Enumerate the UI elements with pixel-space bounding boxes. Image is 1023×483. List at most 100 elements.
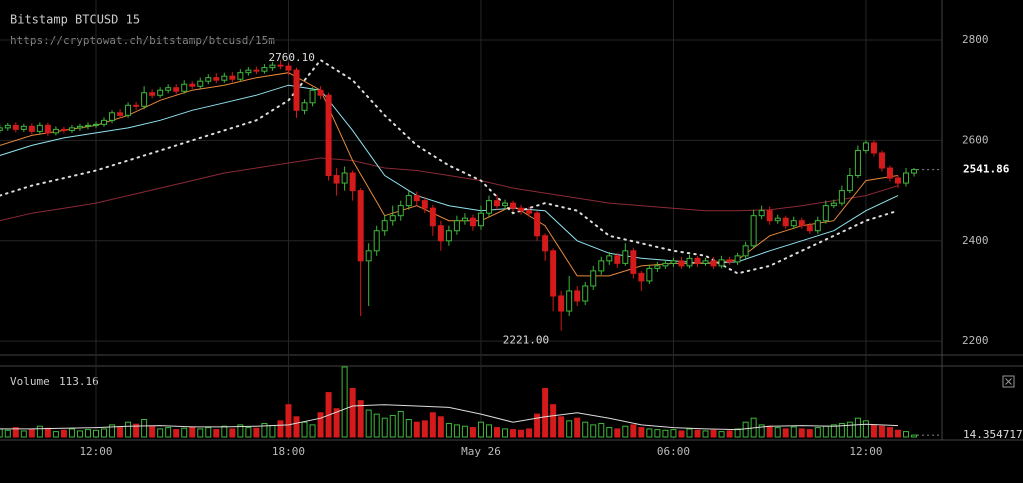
low-annotation: 2221.00 bbox=[503, 334, 549, 347]
volume-bar bbox=[93, 429, 99, 438]
volume-bar bbox=[566, 420, 573, 438]
volume-bar bbox=[397, 410, 404, 438]
volume-bar bbox=[357, 400, 364, 438]
candle-body bbox=[622, 250, 629, 264]
candle-body bbox=[702, 260, 709, 264]
volume-bar bbox=[285, 404, 292, 438]
volume-bar bbox=[718, 431, 725, 438]
candle-body bbox=[237, 72, 244, 80]
moving-average-line bbox=[0, 157, 899, 222]
candle-body bbox=[758, 210, 765, 217]
volume-bar bbox=[854, 417, 861, 438]
volume-bar bbox=[870, 424, 877, 438]
candle-body bbox=[582, 285, 589, 302]
candle-body bbox=[870, 142, 877, 154]
candle-body bbox=[60, 128, 67, 131]
candle-body bbox=[670, 260, 677, 264]
volume-title: Volume bbox=[10, 375, 50, 388]
volume-bar bbox=[84, 429, 91, 438]
volume-bar bbox=[413, 421, 420, 438]
candle-body bbox=[229, 75, 236, 80]
volume-bar bbox=[76, 430, 83, 438]
volume-bar bbox=[333, 408, 340, 438]
candle-body bbox=[718, 259, 725, 267]
candle-body bbox=[774, 217, 781, 222]
candle-body bbox=[4, 124, 11, 129]
volume-bar bbox=[317, 412, 324, 438]
volume-bar bbox=[903, 431, 910, 438]
candle-body bbox=[550, 250, 557, 297]
candle-body bbox=[12, 124, 19, 130]
volume-bar bbox=[429, 412, 436, 438]
volume-bar bbox=[654, 429, 661, 438]
x-tick-label: 06:00 bbox=[657, 445, 690, 458]
candle-body bbox=[694, 257, 701, 264]
candle-body bbox=[903, 172, 910, 184]
candle-body bbox=[20, 125, 27, 130]
volume-bar bbox=[461, 425, 468, 438]
volume-bar bbox=[502, 428, 509, 438]
volume-bar bbox=[0, 428, 3, 438]
candle-body bbox=[742, 245, 749, 257]
volume-bar bbox=[494, 427, 500, 438]
candle-body bbox=[911, 169, 918, 174]
candle-body bbox=[269, 64, 276, 69]
close-button[interactable] bbox=[1002, 375, 1015, 388]
candle-body bbox=[325, 94, 332, 177]
x-tick-label: May 26 bbox=[461, 445, 501, 458]
candle-body bbox=[253, 69, 260, 72]
candle-body bbox=[461, 217, 468, 222]
volume-bar bbox=[758, 424, 765, 438]
volume-bar bbox=[301, 421, 308, 438]
volume-bar bbox=[28, 429, 35, 438]
candle-body bbox=[277, 64, 284, 67]
candle-body bbox=[413, 195, 420, 202]
candle-body bbox=[213, 77, 220, 81]
volume-bar bbox=[20, 430, 27, 438]
candle-body bbox=[534, 212, 541, 237]
volume-bar bbox=[173, 429, 180, 438]
volume-bar bbox=[686, 428, 693, 438]
volume-bar bbox=[638, 427, 645, 438]
volume-ma-line bbox=[0, 404, 899, 431]
close-box[interactable] bbox=[1002, 375, 1015, 388]
volume-bar bbox=[60, 429, 67, 438]
volume-bar bbox=[341, 366, 348, 438]
volume-bar bbox=[911, 434, 918, 438]
close-icon[interactable] bbox=[1005, 378, 1012, 385]
volume-bar bbox=[157, 428, 164, 438]
candle-body bbox=[445, 230, 452, 242]
volume-bar bbox=[526, 428, 533, 438]
candle-body bbox=[638, 272, 645, 282]
volume-bar bbox=[109, 424, 116, 438]
volume-bar bbox=[405, 419, 412, 438]
candle-body bbox=[421, 200, 428, 209]
candle-body bbox=[397, 205, 404, 217]
volume-bar bbox=[886, 427, 893, 438]
volume-bar bbox=[245, 427, 252, 438]
volume-bar bbox=[165, 427, 172, 438]
candle-body bbox=[181, 83, 188, 92]
candle-body bbox=[830, 202, 837, 207]
volume-bar bbox=[36, 425, 43, 438]
volume-bar bbox=[477, 421, 484, 438]
volume-bar bbox=[590, 424, 597, 438]
candle-body bbox=[44, 124, 51, 134]
candle-body bbox=[750, 215, 757, 247]
volume-bar bbox=[181, 427, 188, 438]
candle-body bbox=[790, 220, 797, 227]
volume-bar bbox=[453, 424, 460, 438]
volume-bar bbox=[229, 428, 236, 438]
volume-bar bbox=[558, 416, 565, 438]
volume-bar bbox=[293, 416, 300, 438]
candle-body bbox=[630, 250, 637, 274]
candle-body bbox=[0, 127, 3, 131]
candle-body bbox=[381, 220, 388, 232]
volume-bar bbox=[309, 424, 316, 438]
candle-body bbox=[614, 255, 621, 264]
candle-body bbox=[165, 87, 172, 91]
candle-body bbox=[494, 200, 500, 207]
y-tick-label: 2600 bbox=[962, 133, 989, 146]
volume-bar bbox=[261, 423, 268, 438]
